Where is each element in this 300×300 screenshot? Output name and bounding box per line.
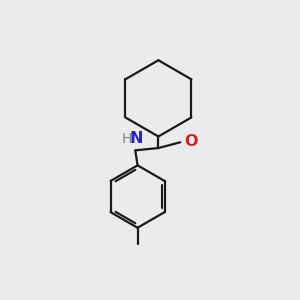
Text: H: H xyxy=(121,132,132,146)
Text: O: O xyxy=(184,134,198,149)
Text: N: N xyxy=(130,131,143,146)
